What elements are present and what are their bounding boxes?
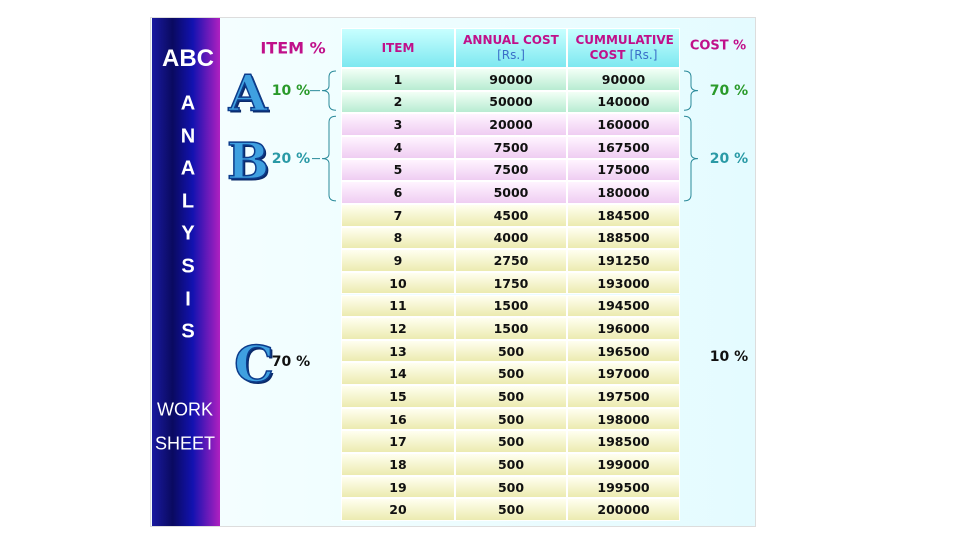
table-cell: 196500 (567, 339, 680, 363)
table-cell: 180000 (567, 181, 680, 204)
table-cell: 1500 (455, 317, 567, 340)
table-cell: 500 (455, 407, 567, 431)
brace (321, 115, 337, 202)
table-cell: 500 (455, 453, 567, 476)
sidebar-title: ABC (162, 45, 214, 72)
table-cell: 14 (341, 362, 455, 386)
brace (683, 70, 699, 111)
sidebar-letter: Y (181, 222, 195, 245)
table-cell: 17 (341, 430, 455, 454)
cost-percent: 20 % (709, 150, 749, 167)
table-cell: 1500 (455, 294, 567, 318)
sidebar-letter: S (181, 255, 195, 278)
table-cell: 167500 (567, 135, 680, 159)
table-header: ANNUAL COST [Rs.] (455, 28, 567, 68)
table-cell: 500 (455, 385, 567, 408)
sidebar-letter: L (181, 190, 195, 213)
table-cell: 500 (455, 362, 567, 386)
table-cell: 4500 (455, 203, 567, 227)
table-cell: 12 (341, 317, 455, 340)
table-cell: 199000 (567, 453, 680, 476)
table-cell: 175000 (567, 158, 680, 182)
table-cell: 199500 (567, 475, 680, 499)
table-cell: 11 (341, 294, 455, 318)
group-letter: A (228, 62, 268, 123)
header-text: ANNUAL COST (463, 33, 559, 47)
table-cell: 20 (341, 498, 455, 521)
sidebar-letter: N (180, 125, 196, 148)
sidebar-letter: I (185, 288, 191, 311)
table-cell: 90000 (567, 68, 680, 91)
table-cell: 2 (341, 90, 455, 114)
table-cell: 18 (341, 453, 455, 476)
item-percent: 20 % (271, 150, 311, 167)
table-cell: 10 (341, 271, 455, 295)
table-cell: 194500 (567, 294, 680, 318)
table-cell: 3 (341, 113, 455, 136)
header-unit: [Rs.] (497, 48, 525, 62)
table-header: CUMMULATIVE COST [Rs.] (567, 28, 680, 68)
table-cell: 500 (455, 339, 567, 363)
table-cell: 4000 (455, 226, 567, 250)
table-cell: 196000 (567, 317, 680, 340)
item-percent-heading: ITEM % (260, 38, 326, 58)
sidebar-footer: WORK (157, 399, 213, 420)
table-cell: 15 (341, 385, 455, 408)
table-cell: 198000 (567, 407, 680, 431)
table-cell: 191250 (567, 249, 680, 272)
table-cell: 198500 (567, 430, 680, 454)
table-cell: 193000 (567, 271, 680, 295)
table-cell: 500 (455, 498, 567, 521)
table-cell: 140000 (567, 90, 680, 114)
table-cell: 50000 (455, 90, 567, 114)
table-cell: 200000 (567, 498, 680, 521)
table-cell: 1750 (455, 271, 567, 295)
header-text: CUMMULATIVE COST [Rs.] (575, 33, 674, 62)
cost-percent: 10 % (709, 349, 749, 366)
table-cell: 4 (341, 135, 455, 159)
table-cell: 184500 (567, 203, 680, 227)
brace (683, 115, 699, 202)
sidebar (152, 18, 220, 526)
cost-percent: 70 % (709, 82, 749, 99)
table-cell: 7500 (455, 158, 567, 182)
table-cell: 8 (341, 226, 455, 250)
sidebar-footer: SHEET (154, 433, 216, 454)
table-cell: 90000 (455, 68, 567, 91)
table-cell: 188500 (567, 226, 680, 250)
table-cell: 7500 (455, 135, 567, 159)
header-unit: [Rs.] (629, 48, 658, 62)
cost-percent-heading: COST % (689, 38, 747, 54)
table-cell: 5000 (455, 181, 567, 204)
table-cell: 197500 (567, 385, 680, 408)
group-letter: C (233, 334, 274, 395)
table-cell: 500 (455, 475, 567, 499)
table-cell: 19 (341, 475, 455, 499)
table-header: ITEM (341, 28, 455, 68)
group-letter: B (226, 130, 270, 191)
table-cell: 160000 (567, 113, 680, 136)
sidebar-letter: A (180, 92, 196, 115)
sidebar-letter: S (181, 320, 195, 343)
table-cell: 197000 (567, 362, 680, 386)
table-cell: 7 (341, 203, 455, 227)
table-cell: 20000 (455, 113, 567, 136)
brace (321, 70, 337, 111)
header-text: ITEM (381, 40, 415, 55)
item-percent: 10 % (271, 82, 311, 99)
table-cell: 6 (341, 181, 455, 204)
sidebar-letter: A (180, 157, 196, 180)
table-cell: 9 (341, 249, 455, 272)
item-percent: 70 % (271, 354, 311, 371)
table-cell: 13 (341, 339, 455, 363)
table-cell: 5 (341, 158, 455, 182)
table-cell: 1 (341, 68, 455, 91)
table-cell: 500 (455, 430, 567, 454)
table-cell: 2750 (455, 249, 567, 272)
table-cell: 16 (341, 407, 455, 431)
